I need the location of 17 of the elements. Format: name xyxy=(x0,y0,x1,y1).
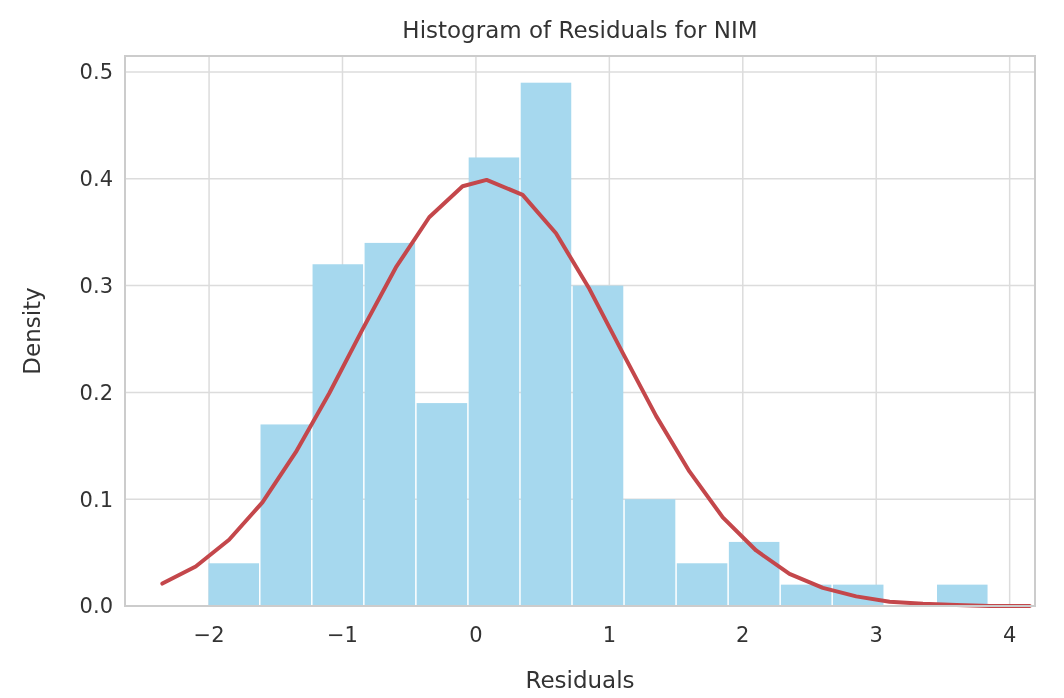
y-tick-label: 0.0 xyxy=(79,594,113,619)
x-tick-label: 3 xyxy=(869,623,883,647)
y-axis-title: Density xyxy=(19,287,45,375)
y-tick-label: 0.1 xyxy=(79,487,113,512)
x-tick-label: 1 xyxy=(602,623,617,647)
chart-title: Histogram of Residuals for NIM xyxy=(402,17,758,43)
y-tick-label: 0.2 xyxy=(79,380,113,405)
x-tick-label: 4 xyxy=(1002,623,1017,647)
x-tick-label: −2 xyxy=(193,623,225,647)
x-tick-label: 2 xyxy=(736,623,750,647)
line-series xyxy=(160,177,1032,608)
x-tick-label: −1 xyxy=(327,623,358,647)
y-tick-label: 0.3 xyxy=(79,273,113,298)
x-tick-label: 0 xyxy=(469,623,483,647)
x-axis-title: Residuals xyxy=(525,667,635,693)
y-tick-label: 0.5 xyxy=(79,60,113,85)
y-tick-label: 0.4 xyxy=(79,167,113,192)
